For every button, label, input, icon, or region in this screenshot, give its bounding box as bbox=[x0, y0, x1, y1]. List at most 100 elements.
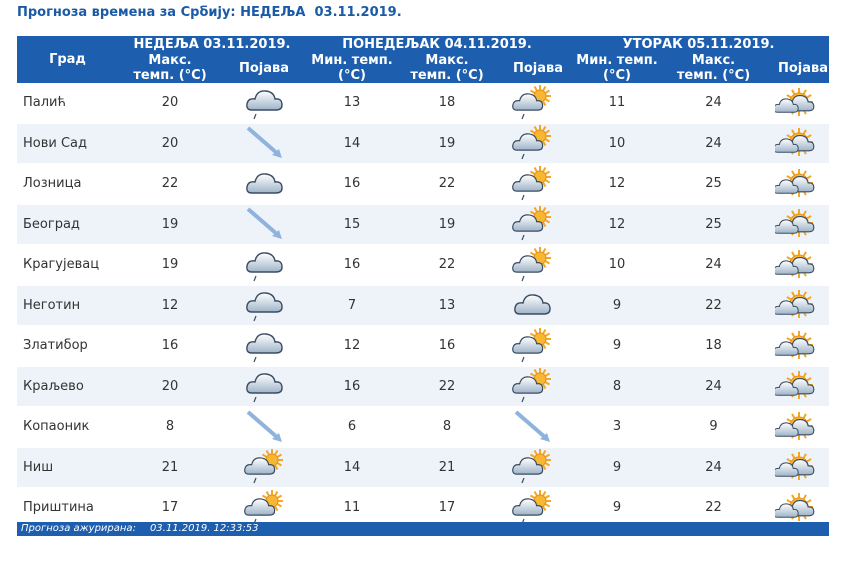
temperature-cell: 19 bbox=[398, 204, 496, 245]
city-cell: Краљево bbox=[17, 366, 118, 407]
temperature-cell: 24 bbox=[666, 83, 761, 124]
weather-icon bbox=[246, 126, 282, 159]
table-row: Крагујевац 19 16 22 10 24 bbox=[17, 244, 829, 286]
icon-cell bbox=[761, 366, 829, 407]
temperature-cell: 13 bbox=[306, 83, 398, 124]
icon-cell bbox=[496, 244, 568, 286]
weather-icon bbox=[775, 371, 815, 400]
column-label: Појава bbox=[777, 60, 829, 76]
icon-cell bbox=[222, 163, 306, 205]
weather-icon bbox=[775, 128, 815, 157]
header-cell: Макс. темп. (°C) bbox=[398, 53, 496, 83]
table-row: Приштина 17 11 17 9 22 bbox=[17, 487, 829, 529]
day-date: НЕДЕЉА 03.11.2019. bbox=[133, 37, 291, 52]
temperature-cell: 22 bbox=[398, 244, 496, 286]
footer-bar: Прогноза ажурирана: 03.11.2019. 12:33:53 bbox=[17, 522, 829, 536]
header-cell: Појава bbox=[496, 53, 568, 83]
icon-cell bbox=[761, 285, 829, 326]
weather-icon bbox=[512, 125, 551, 160]
weather-icon bbox=[775, 209, 815, 238]
weather-icon bbox=[244, 449, 283, 484]
weather-icon bbox=[512, 84, 551, 119]
temperature-cell: 9 bbox=[568, 447, 666, 488]
icon-cell bbox=[496, 204, 568, 245]
table-row: Лозница 22 16 22 12 25 bbox=[17, 163, 829, 205]
icon-cell bbox=[496, 83, 568, 124]
icon-cell bbox=[222, 244, 306, 286]
weather-icon bbox=[512, 206, 551, 241]
weather-icon bbox=[246, 207, 282, 240]
weather-icon bbox=[246, 251, 283, 281]
header-cell: Појава bbox=[222, 53, 306, 83]
day-header: УТОРАК 05.11.2019. bbox=[568, 36, 829, 53]
temperature-cell: 12 bbox=[568, 163, 666, 205]
icon-cell bbox=[761, 163, 829, 205]
footer-label: Прогноза ажурирана: bbox=[21, 523, 136, 534]
temperature-cell: 20 bbox=[118, 366, 222, 407]
weather-icon bbox=[775, 330, 815, 359]
header-cell: Појава bbox=[761, 53, 829, 83]
weather-icon bbox=[775, 411, 815, 440]
temperature-cell: 19 bbox=[118, 204, 222, 245]
temperature-cell: 20 bbox=[118, 83, 222, 124]
table-row: Београд 19 15 19 12 25 bbox=[17, 204, 829, 245]
header-cell: Град bbox=[17, 36, 118, 83]
weather-icon bbox=[246, 332, 283, 362]
temperature-cell: 16 bbox=[306, 163, 398, 205]
temperature-cell: 9 bbox=[568, 487, 666, 529]
temperature-cell: 12 bbox=[118, 285, 222, 326]
temperature-cell: 16 bbox=[398, 325, 496, 367]
footer-time: 03.11.2019. 12:33:53 bbox=[149, 523, 259, 534]
header-row: Град НЕДЕЉА 03.11.2019. ПОНЕДЕЉАК 04.11.20… bbox=[17, 36, 829, 83]
header-cell: Мин. темп. (°C) bbox=[568, 53, 666, 83]
temperature-cell: 8 bbox=[118, 406, 222, 448]
temperature-cell: 17 bbox=[398, 487, 496, 529]
weather-icon bbox=[512, 246, 551, 281]
temperature-cell: 24 bbox=[666, 123, 761, 164]
icon-cell bbox=[222, 325, 306, 367]
icon-cell bbox=[761, 487, 829, 529]
temperature-cell: 11 bbox=[568, 83, 666, 124]
city-cell: Београд bbox=[17, 204, 118, 245]
icon-cell bbox=[761, 447, 829, 488]
temperature-cell: 19 bbox=[118, 244, 222, 286]
temperature-cell: 22 bbox=[118, 163, 222, 205]
column-label: Мин. темп. (°C) bbox=[311, 53, 393, 83]
icon-cell bbox=[761, 123, 829, 164]
city-cell: Приштина bbox=[17, 487, 118, 529]
column-label: Мин. темп. (°C) bbox=[576, 53, 658, 83]
temperature-cell: 20 bbox=[118, 123, 222, 164]
temperature-cell: 11 bbox=[306, 487, 398, 529]
icon-cell bbox=[496, 406, 568, 448]
weather-icon bbox=[246, 172, 283, 194]
icon-cell bbox=[496, 447, 568, 488]
temperature-cell: 9 bbox=[666, 406, 761, 448]
icon-cell bbox=[222, 406, 306, 448]
table-body: Палић 20 13 18 11 24 Нови Сад 20 14 19 10 24 Лозница… bbox=[17, 83, 829, 529]
city-cell: Ниш bbox=[17, 447, 118, 488]
temperature-cell: 22 bbox=[666, 285, 761, 326]
city-cell: Лозница bbox=[17, 163, 118, 205]
column-label: Појава bbox=[512, 60, 564, 76]
weather-icon bbox=[512, 449, 551, 484]
temperature-cell: 18 bbox=[398, 83, 496, 124]
weather-icon bbox=[775, 492, 815, 521]
table-row: Ниш 21 14 21 9 24 bbox=[17, 447, 829, 488]
table-row: Златибор 16 12 16 9 18 bbox=[17, 325, 829, 367]
table-row: Краљево 20 16 22 8 24 bbox=[17, 366, 829, 407]
temperature-cell: 17 bbox=[118, 487, 222, 529]
temperature-cell: 12 bbox=[306, 325, 398, 367]
temperature-cell: 8 bbox=[398, 406, 496, 448]
table-row: Нови Сад 20 14 19 10 24 bbox=[17, 123, 829, 164]
city-cell: Златибор bbox=[17, 325, 118, 367]
column-label: Макс. темп. (°C) bbox=[410, 53, 484, 83]
temperature-cell: 16 bbox=[306, 366, 398, 407]
icon-cell bbox=[222, 447, 306, 488]
temperature-cell: 24 bbox=[666, 447, 761, 488]
weather-icon bbox=[512, 368, 551, 403]
header-cell: Макс. темп. (°C) bbox=[666, 53, 761, 83]
icon-cell bbox=[761, 406, 829, 448]
icon-cell bbox=[222, 204, 306, 245]
day-header: ПОНЕДЕЉАК 04.11.2019. bbox=[306, 36, 568, 53]
